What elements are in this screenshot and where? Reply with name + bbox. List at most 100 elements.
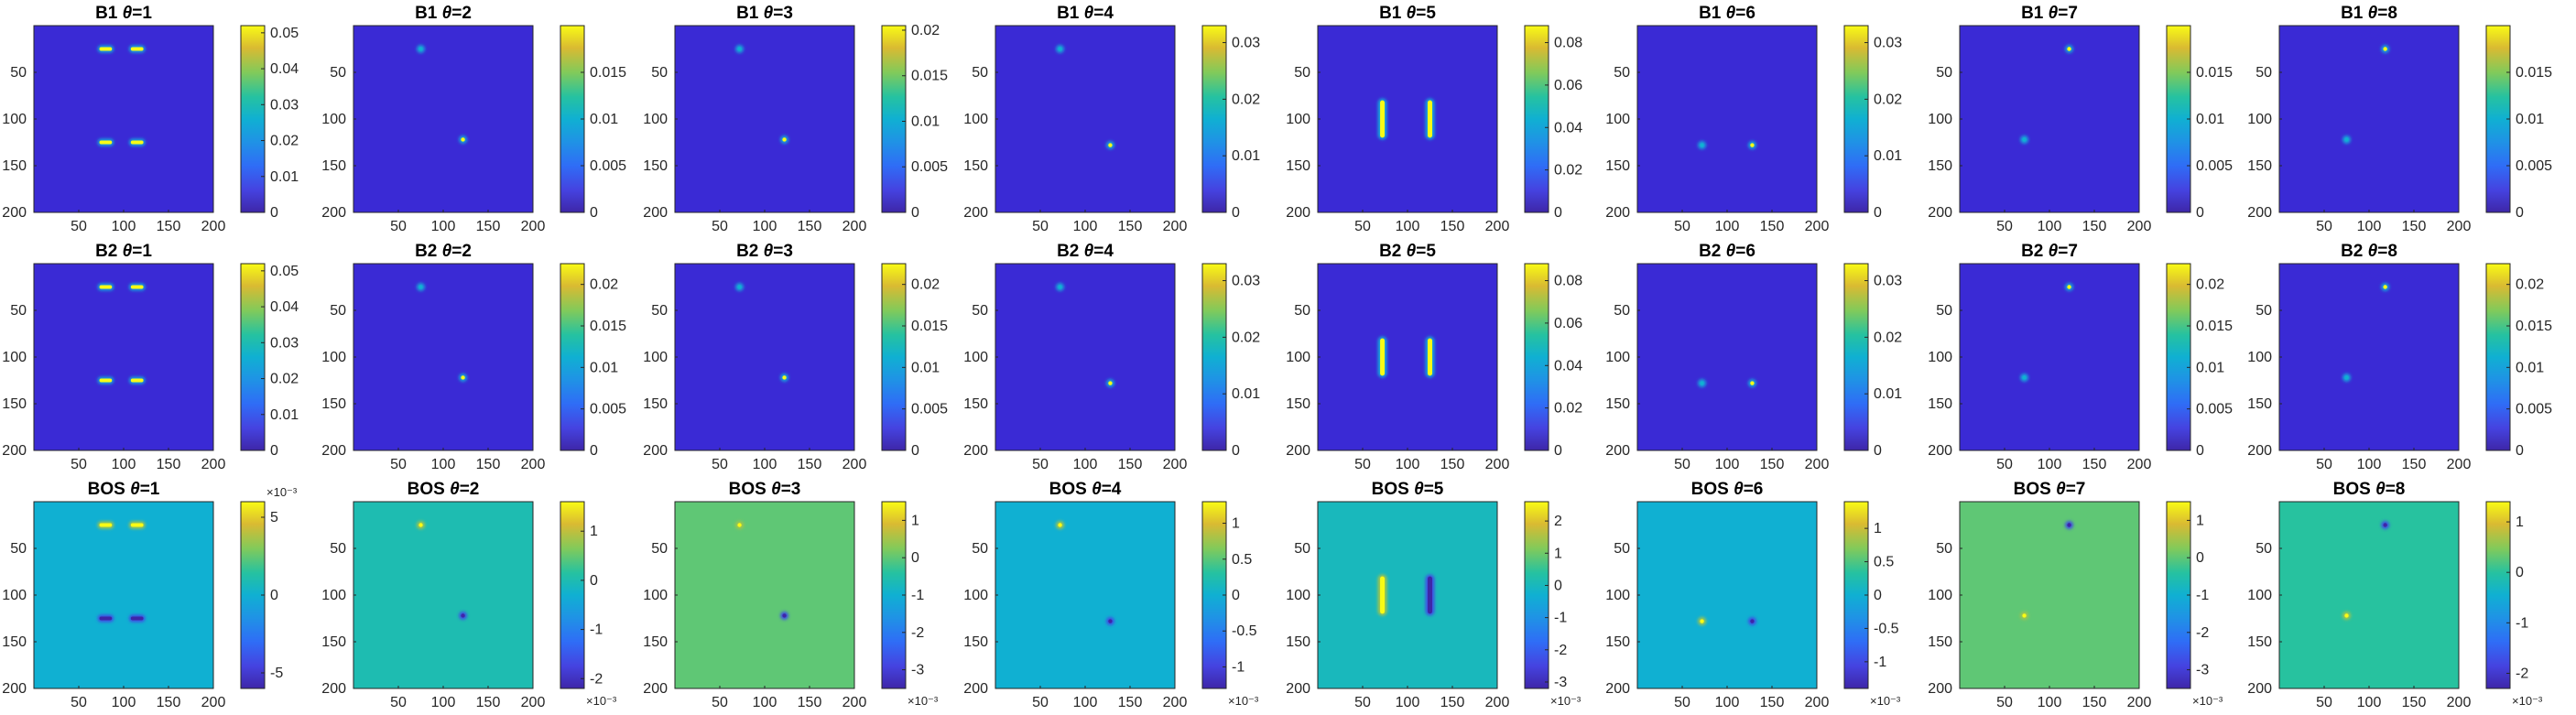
x-tick-label: 100 [1073,695,1098,710]
x-tick-label: 100 [753,695,777,710]
y-tick-label: 50 [1936,65,1952,81]
colorbar-tick-label: 0.04 [1554,120,1582,135]
feature-core [99,140,113,145]
heatmap-image [1318,26,1497,212]
feature-core [2022,137,2027,142]
panel-title: B1 θ=1 [95,4,152,23]
x-tick-label: 150 [157,219,181,234]
heatmap-image [1960,502,2139,688]
heatmap-image [34,502,213,688]
y-tick-label: 200 [1605,205,1630,221]
colorbar-tick-label: 0.04 [270,299,299,315]
y-tick-label: 50 [1936,541,1952,557]
x-tick-label: 100 [1715,457,1740,472]
y-tick-label: 50 [1294,65,1310,81]
colorbar-tick-label: 5 [270,510,278,525]
y-tick-label: 200 [643,205,668,221]
feature-core [2067,523,2071,527]
x-tick-label: 50 [1674,219,1690,234]
colorbar-tick-label: -1 [1874,655,1886,670]
colorbar-tick-label: 0.01 [911,114,940,129]
x-tick-label: 100 [1073,219,1098,234]
heatmap-image [675,502,854,688]
colorbar-tick-label: 0.01 [2516,360,2544,375]
colorbar-tick-label: 0 [2516,443,2524,459]
x-tick-label: 100 [2357,219,2382,234]
x-tick-label: 100 [2357,457,2382,472]
panel-title: B2 θ=8 [2341,242,2397,261]
colorbar [881,25,907,213]
colorbar-tick-label: 0 [590,573,598,589]
y-tick-label: 50 [972,303,988,319]
y-tick-label: 150 [1286,634,1310,650]
feature-core [2383,285,2387,289]
y-tick-label: 150 [963,634,988,650]
x-tick-label: 200 [2127,695,2152,710]
y-tick-label: 50 [2255,541,2272,557]
y-tick-label: 150 [963,158,988,174]
feature-core [1428,576,1432,614]
colorbar-tick-label: -1 [2516,615,2528,631]
y-tick-label: 50 [1936,303,1952,319]
colorbar-tick-label: 0.02 [1874,330,1902,345]
colorbar-tick-label: -2 [590,671,603,687]
x-tick-label: 200 [2447,457,2472,472]
x-tick-label: 200 [1485,219,1510,234]
colorbar [2166,263,2191,451]
x-tick-label: 100 [1073,457,1098,472]
y-tick-label: 100 [643,112,668,127]
y-tick-label: 50 [10,541,27,557]
panel-b1-theta-1: B1 θ=1 50 100 150 200 50 100 150 200 0 0.01 0.02 0.0… [2,4,299,234]
x-tick-label: 50 [1996,219,2013,234]
x-tick-label: 50 [1354,219,1371,234]
x-tick-label: 200 [842,695,867,710]
feature-core [782,375,787,380]
panel-title: B1 θ=2 [415,4,472,23]
x-tick-label: 50 [1674,695,1690,710]
colorbar-tick-label: 0.03 [1232,36,1260,51]
x-tick-label: 100 [431,219,456,234]
colorbar-exponent: ×10⁻³ [2192,694,2223,708]
colorbar-tick-label: 0.015 [2516,319,2552,334]
colorbar-tick-label: 0.01 [1232,148,1260,164]
y-tick-label: 100 [2247,588,2272,603]
panel-title: BOS θ=7 [2014,480,2086,499]
feature-core [461,613,465,618]
feature-core [1700,143,1704,147]
panel-title: BOS θ=8 [2333,480,2406,499]
colorbar-tick-label: -0.5 [1874,621,1899,636]
colorbar-tick-label: 1 [590,524,598,539]
y-tick-label: 100 [321,350,346,365]
feature-core [1108,619,1113,623]
colorbar-tick-label: 0.015 [911,319,948,334]
y-tick-label: 200 [2247,681,2272,697]
x-tick-label: 150 [798,695,822,710]
colorbar-tick-label: 0.01 [270,169,299,185]
x-tick-label: 50 [1354,695,1371,710]
x-tick-label: 100 [112,457,136,472]
panel-b1-theta-3: B1 θ=3 50 100 150 200 50 100 150 200 0 0.005 0.01 0.… [643,4,948,234]
panel-b2-theta-5: B2 θ=5 50 100 150 200 50 100 150 200 0 0.02 0.04 0.0… [1286,242,1582,472]
y-tick-label: 150 [321,158,346,174]
colorbar-tick-label: 0.5 [1232,552,1252,568]
feature-core [782,137,787,142]
x-tick-label: 150 [798,457,822,472]
feature-core [1428,338,1432,376]
panel-bos-theta-7: BOS θ=7 50 100 150 200 50 100 150 200 -3 -2 -1 0 1 ×10… [1928,480,2223,710]
y-tick-label: 100 [1928,112,1952,127]
y-tick-label: 150 [1928,634,1952,650]
colorbar-tick-label: -1 [911,588,924,603]
feature-core [130,378,144,383]
heatmap-image [1637,26,1817,212]
heatmap-image [675,264,854,450]
colorbar-tick-label: 0.01 [2196,360,2224,375]
feature-core [99,285,113,289]
feature-core [461,375,465,380]
colorbar-tick-label: 0.03 [1232,274,1260,289]
x-tick-label: 100 [1715,219,1740,234]
panel-title: BOS θ=2 [408,480,480,499]
panel-title: B1 θ=4 [1057,4,1114,23]
y-tick-label: 150 [2,634,27,650]
y-tick-label: 150 [1286,158,1310,174]
x-tick-label: 200 [201,457,226,472]
